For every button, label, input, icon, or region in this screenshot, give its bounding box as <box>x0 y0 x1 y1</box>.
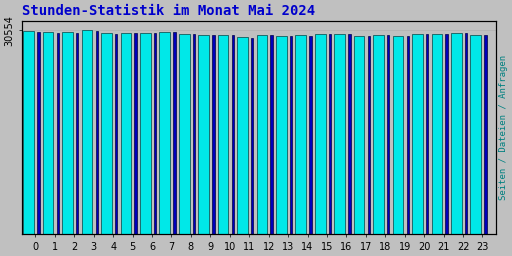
Bar <box>251 38 253 234</box>
Bar <box>276 36 287 234</box>
Bar <box>329 34 331 234</box>
Bar <box>257 35 267 234</box>
Bar <box>334 34 345 234</box>
Bar <box>62 33 73 234</box>
Bar <box>193 34 195 234</box>
Bar <box>115 34 117 234</box>
Bar <box>290 36 292 234</box>
Bar <box>76 33 78 234</box>
Bar <box>231 35 234 234</box>
Bar <box>154 33 156 234</box>
Bar <box>432 34 442 234</box>
Bar <box>101 33 112 234</box>
Bar <box>393 36 403 234</box>
Bar <box>348 34 351 234</box>
Bar <box>295 35 306 234</box>
Bar <box>24 31 34 234</box>
Bar <box>426 34 429 234</box>
Bar <box>96 31 98 234</box>
Bar <box>484 35 486 234</box>
Y-axis label: Seiten / Dateien / Anfragen: Seiten / Dateien / Anfragen <box>499 55 508 200</box>
Bar <box>471 35 481 234</box>
Bar <box>315 34 326 234</box>
Bar <box>135 33 137 234</box>
Bar <box>57 33 59 234</box>
Bar <box>451 33 462 234</box>
Bar <box>43 33 53 234</box>
Bar <box>159 32 170 234</box>
Bar <box>270 35 273 234</box>
Bar <box>465 33 467 234</box>
Bar <box>198 35 209 234</box>
Bar <box>373 35 384 234</box>
Bar <box>412 34 423 234</box>
Bar <box>237 37 248 234</box>
Bar <box>445 34 448 234</box>
Text: Stunden-Statistik im Monat Mai 2024: Stunden-Statistik im Monat Mai 2024 <box>22 4 315 18</box>
Bar <box>387 35 390 234</box>
Bar <box>82 30 92 234</box>
Bar <box>218 35 228 234</box>
Bar <box>120 33 131 234</box>
Bar <box>140 33 151 234</box>
Bar <box>309 36 312 234</box>
Bar <box>368 36 370 234</box>
Bar <box>179 34 189 234</box>
Bar <box>354 36 365 234</box>
Bar <box>174 32 176 234</box>
Bar <box>212 35 215 234</box>
Bar <box>37 32 39 234</box>
Bar <box>407 36 409 234</box>
